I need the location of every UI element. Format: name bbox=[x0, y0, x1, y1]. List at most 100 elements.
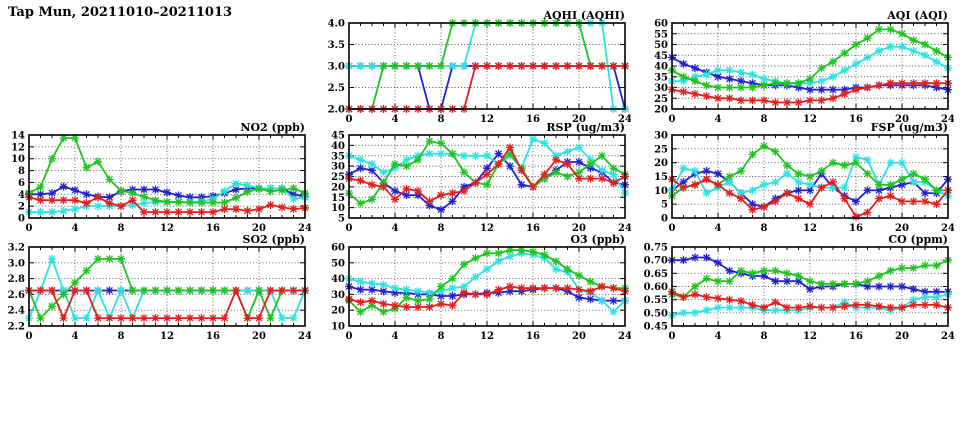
aqi-ytick: 60 bbox=[654, 19, 668, 30]
fsp-xtick: 0 bbox=[669, 223, 676, 234]
fsp-xtick: 4 bbox=[715, 223, 722, 234]
o3-xtick: 0 bbox=[346, 331, 353, 342]
fsp-xtick: 24 bbox=[941, 223, 954, 234]
co-ytick: 0.75 bbox=[644, 243, 668, 254]
rsp-xtick: 16 bbox=[526, 223, 540, 234]
aqhi-xtick: 4 bbox=[392, 114, 399, 125]
aqhi-xtick: 20 bbox=[572, 114, 586, 125]
o3-ytick: 30 bbox=[331, 290, 345, 301]
o3-plot: 10 20 30 40 50 60 0 4 8 12 16 20 24 O3 (ppb) bbox=[331, 233, 631, 342]
co-xtick: 8 bbox=[761, 331, 768, 342]
fsp-xtick: 20 bbox=[895, 223, 909, 234]
chart-aqhi: 2.0 2.5 3.0 3.5 4.0 0 4 8 12 16 20 24 AQHI (AQHI) bbox=[319, 9, 631, 127]
co-ytick: 0.70 bbox=[644, 256, 668, 267]
so2-xtick: 16 bbox=[206, 331, 220, 342]
rsp-ytick: 25 bbox=[331, 172, 345, 183]
rsp-ytick: 45 bbox=[331, 131, 345, 142]
rsp-xtick: 24 bbox=[618, 223, 631, 234]
rsp-ytick: 15 bbox=[331, 193, 345, 204]
rsp-ytick: 20 bbox=[331, 182, 345, 193]
so2-title: SO2 (ppb) bbox=[243, 233, 306, 246]
co-xtick: 20 bbox=[895, 331, 909, 342]
so2-xtick: 12 bbox=[160, 331, 174, 342]
fsp-ytick: 30 bbox=[654, 131, 668, 142]
co-title: CO (ppm) bbox=[888, 233, 948, 246]
aqhi-ytick: 3.0 bbox=[328, 62, 345, 73]
rsp-ytick: 10 bbox=[331, 203, 345, 214]
aqi-xtick: 24 bbox=[941, 114, 954, 125]
no2-xtick: 20 bbox=[252, 223, 266, 234]
co-xtick: 12 bbox=[803, 331, 817, 342]
o3-xtick: 4 bbox=[392, 331, 399, 342]
co-ytick: 0.50 bbox=[644, 308, 668, 319]
fsp-plot: 0 5 10 15 20 25 30 0 4 8 12 16 20 24 FSP (ug/m3) bbox=[654, 121, 954, 234]
aqi-xtick: 8 bbox=[761, 114, 768, 125]
no2-xtick: 0 bbox=[26, 223, 33, 234]
no2-ytick: 12 bbox=[11, 142, 25, 153]
co-ytick: 0.60 bbox=[644, 282, 668, 293]
so2-ytick: 2.2 bbox=[8, 322, 25, 333]
co-xtick: 24 bbox=[941, 331, 954, 342]
co-xtick: 4 bbox=[715, 331, 722, 342]
o3-xtick: 12 bbox=[480, 331, 494, 342]
co-plot: 0.45 0.50 0.55 0.60 0.65 0.70 0.75 0 4 8 12 16 20 24 C… bbox=[644, 233, 954, 342]
aqi-ytick: 30 bbox=[654, 83, 668, 94]
so2-series-green bbox=[25, 254, 309, 323]
rsp-title: RSP (ug/m3) bbox=[546, 121, 625, 134]
o3-xtick: 16 bbox=[526, 331, 540, 342]
fsp-title: FSP (ug/m3) bbox=[871, 121, 948, 134]
no2-xtick: 16 bbox=[206, 223, 220, 234]
fsp-ytick: 25 bbox=[654, 144, 668, 155]
so2-plot: 2.2 2.4 2.6 2.8 3.0 3.2 0 4 8 12 16 20 24 SO2 (ppb) bbox=[8, 233, 311, 342]
rsp-ytick: 5 bbox=[338, 214, 345, 225]
o3-ytick: 20 bbox=[331, 306, 345, 317]
aqi-ytick: 40 bbox=[654, 62, 668, 73]
no2-xtick: 24 bbox=[298, 223, 311, 234]
chart-aqi: 20 25 30 35 40 45 50 55 60 0 4 8 12 16 20 24 AQI (AQI) bbox=[642, 9, 954, 127]
aqhi-ytick: 4.0 bbox=[328, 19, 345, 30]
rsp-ytick: 35 bbox=[331, 151, 345, 162]
so2-ytick: 3.2 bbox=[8, 243, 25, 254]
aqi-xtick: 0 bbox=[669, 114, 676, 125]
rsp-ytick: 30 bbox=[331, 162, 345, 173]
o3-xtick: 20 bbox=[572, 331, 586, 342]
aqhi-title: AQHI (AQHI) bbox=[542, 9, 625, 22]
aqhi-xtick: 12 bbox=[480, 114, 494, 125]
fsp-ytick: 0 bbox=[661, 214, 668, 225]
no2-ytick: 0 bbox=[18, 214, 25, 225]
o3-ytick: 60 bbox=[331, 243, 345, 254]
co-xtick: 16 bbox=[849, 331, 863, 342]
co-ytick: 0.65 bbox=[644, 269, 668, 280]
aqi-xtick: 20 bbox=[895, 114, 909, 125]
no2-xtick: 12 bbox=[160, 223, 174, 234]
aqi-title: AQI (AQI) bbox=[886, 9, 948, 22]
o3-ytick: 10 bbox=[331, 322, 345, 333]
fsp-ytick: 5 bbox=[661, 200, 668, 211]
so2-xtick: 0 bbox=[26, 331, 33, 342]
aqhi-ytick: 2.5 bbox=[328, 83, 345, 94]
o3-ytick: 50 bbox=[331, 258, 345, 269]
co-ytick: 0.45 bbox=[644, 322, 668, 333]
aqi-ytick: 25 bbox=[654, 94, 668, 105]
o3-title: O3 (ppb) bbox=[570, 233, 625, 246]
fsp-xtick: 12 bbox=[803, 223, 817, 234]
so2-ytick: 3.0 bbox=[8, 258, 25, 269]
so2-xtick: 20 bbox=[252, 331, 266, 342]
aqhi-xtick: 0 bbox=[346, 114, 353, 125]
aqhi-ytick: 3.5 bbox=[328, 40, 345, 51]
rsp-xtick: 12 bbox=[480, 223, 494, 234]
fsp-xtick: 16 bbox=[849, 223, 863, 234]
so2-xtick: 8 bbox=[118, 331, 125, 342]
aqhi-xtick: 16 bbox=[526, 114, 540, 125]
no2-ytick: 4 bbox=[18, 190, 25, 201]
chart-no2: 0 2 4 6 8 10 12 14 0 4 8 12 16 20 24 NO2 (ppb) bbox=[0, 121, 311, 236]
aqi-ytick: 45 bbox=[654, 51, 668, 62]
so2-xtick: 24 bbox=[298, 331, 311, 342]
aqi-ytick: 20 bbox=[654, 105, 668, 116]
fsp-ytick: 20 bbox=[654, 158, 668, 169]
chart-fsp: 0 5 10 15 20 25 30 0 4 8 12 16 20 24 FSP (ug/m3) bbox=[642, 121, 954, 236]
